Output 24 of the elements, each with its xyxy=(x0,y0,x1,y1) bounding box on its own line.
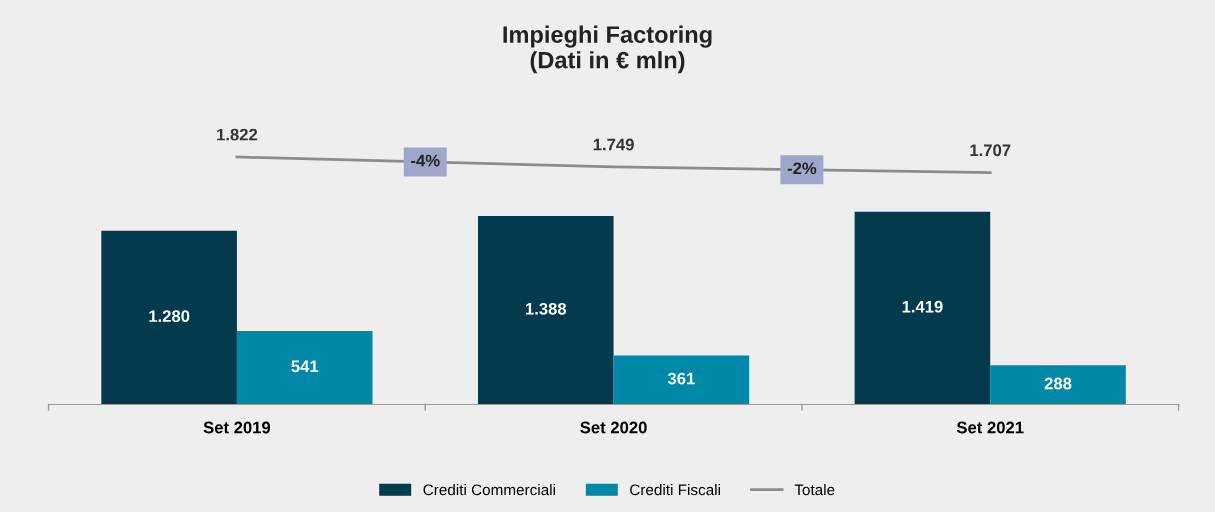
bar xyxy=(477,215,614,405)
data-label: 1.419 xyxy=(902,300,943,313)
legend-label: Totale xyxy=(794,484,835,496)
x-tick-label: Set 2019 xyxy=(203,421,271,434)
bar xyxy=(236,331,373,405)
legend-label: Crediti Fiscali xyxy=(630,484,720,496)
data-label: 1.822 xyxy=(217,128,258,141)
chart-title: Impieghi Factoring (Dati in € mln) xyxy=(503,25,712,74)
bar xyxy=(613,355,750,405)
data-label: 541 xyxy=(291,360,319,373)
legend-label: Crediti Commerciali xyxy=(423,484,555,496)
data-label: 1.749 xyxy=(593,138,634,151)
data-label: 288 xyxy=(1044,377,1072,390)
x-tick-label: Set 2020 xyxy=(580,421,647,434)
bar xyxy=(990,365,1126,405)
x-tick-label: Set 2021 xyxy=(956,421,1024,434)
data-label: 1.707 xyxy=(970,144,1011,157)
data-label: 1.280 xyxy=(149,310,190,323)
bar xyxy=(854,211,991,405)
annotation: -4% xyxy=(411,154,440,167)
data-label: 361 xyxy=(667,372,695,385)
bar xyxy=(101,230,237,405)
annotation: -2% xyxy=(787,162,817,175)
data-label: 1.388 xyxy=(525,302,567,315)
